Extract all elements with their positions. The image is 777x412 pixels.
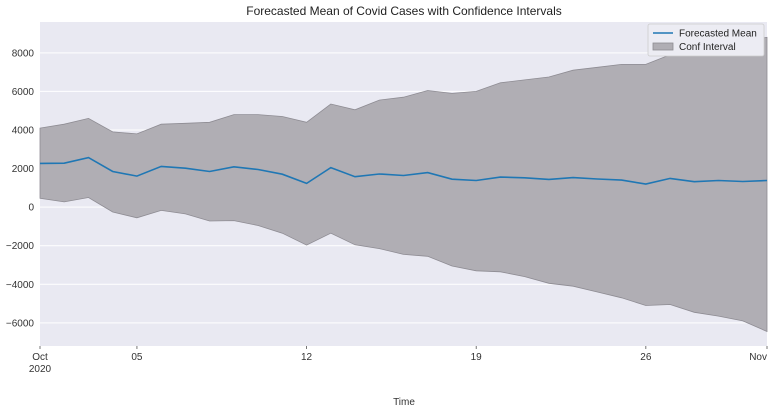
x-tick-sublabel: 2020 bbox=[29, 364, 52, 375]
chart-title: Forecasted Mean of Covid Cases with Conf… bbox=[246, 4, 562, 18]
y-tick-label: −6000 bbox=[6, 318, 35, 329]
x-axis-label: Time bbox=[393, 397, 415, 408]
x-tick-label: 19 bbox=[471, 352, 483, 363]
legend-band-swatch bbox=[652, 42, 674, 51]
x-tick-label: 05 bbox=[131, 352, 143, 363]
y-tick-label: −2000 bbox=[6, 241, 35, 252]
confidence-band bbox=[39, 36, 768, 333]
forecast-series bbox=[39, 156, 768, 185]
legend-label-conf-interval: Conf Interval bbox=[679, 42, 736, 53]
y-tick-label: 6000 bbox=[12, 87, 35, 98]
x-tick-label: 26 bbox=[640, 352, 652, 363]
x-tick-label: Oct bbox=[32, 352, 48, 363]
y-tick-label: 8000 bbox=[12, 48, 35, 59]
x-tick-label: Nov bbox=[749, 352, 767, 363]
y-axis-ticks: −6000 −4000 −2000 0 2000 4000 6000 8000 bbox=[6, 48, 35, 329]
legend-box bbox=[647, 23, 765, 57]
x-tick-label: 12 bbox=[301, 352, 313, 363]
legend-label-forecasted-mean: Forecasted Mean bbox=[679, 29, 757, 40]
confidence-interval-band bbox=[39, 36, 768, 333]
forecast-mean-line bbox=[39, 156, 768, 185]
legend: Forecasted Mean Conf Interval bbox=[647, 23, 765, 57]
y-tick-label: 0 bbox=[28, 203, 34, 214]
y-tick-label: 4000 bbox=[12, 126, 35, 137]
y-tick-label: −4000 bbox=[6, 280, 35, 291]
y-tick-label: 2000 bbox=[12, 164, 35, 175]
